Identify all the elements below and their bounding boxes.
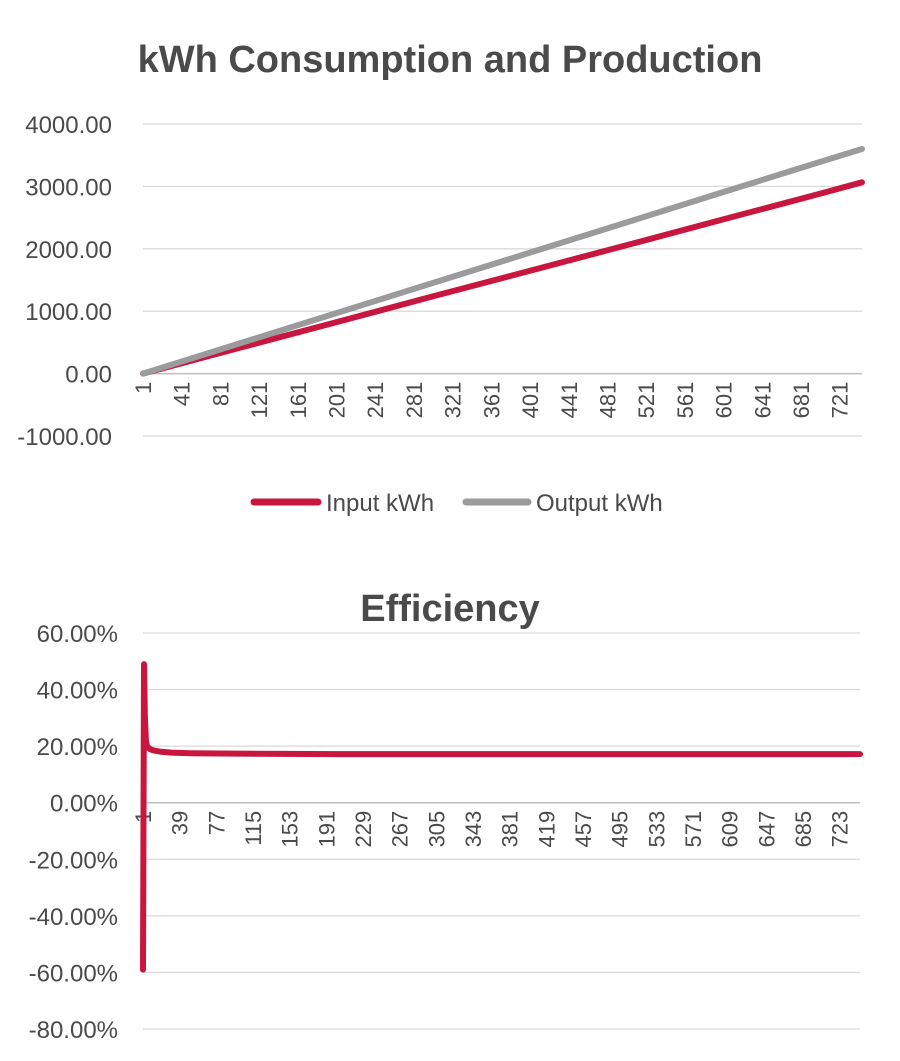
series-line-input-kwh <box>140 179 865 377</box>
x-tick-label: 161 <box>286 382 311 419</box>
x-tick-label: 647 <box>754 811 779 848</box>
x-tick-label: 533 <box>644 811 669 848</box>
x-tick-label: 241 <box>363 382 388 419</box>
legend-label-output-kwh: Output kWh <box>536 490 663 517</box>
legend-label-input-kwh: Input kWh <box>326 490 434 517</box>
x-tick-label: 723 <box>828 811 853 848</box>
x-tick-label: 457 <box>571 811 596 848</box>
x-tick-label: 609 <box>718 811 743 848</box>
x-tick-label: 121 <box>247 382 272 419</box>
x-tick-label: 419 <box>534 811 559 848</box>
consumption-production-chart: kWh Consumption and Production 4000.00 30… <box>17 39 865 517</box>
y-tick-label: -20.00% <box>29 847 118 874</box>
y-tick-label: -1000.00 <box>17 424 112 451</box>
x-tick-label: 641 <box>750 382 775 419</box>
x-tick-label: 361 <box>479 382 504 419</box>
x-tick-label: 305 <box>424 811 449 848</box>
x-tick-label: 441 <box>557 382 582 419</box>
series-lines <box>140 661 863 973</box>
x-tick-label: 41 <box>170 382 195 406</box>
efficiency-chart: Efficiency 60.00% 40.00% 20.00% 0.00% -20.00… <box>29 588 863 1044</box>
x-tick-label: 381 <box>498 811 523 848</box>
legend: Input kWh Output kWh <box>250 490 663 517</box>
x-tick-label: 685 <box>791 811 816 848</box>
y-tick-label: 0.00% <box>50 791 118 818</box>
y-tick-label: 0.00 <box>65 362 112 389</box>
y-tick-label: 2000.00 <box>25 237 112 264</box>
chart-title: Efficiency <box>360 588 540 630</box>
x-tick-label: 191 <box>314 811 339 848</box>
y-tick-label: 1000.00 <box>25 299 112 326</box>
y-tick-label: 40.00% <box>37 678 118 705</box>
x-axis-ticks: 1 39 77 115 153 191 229 267 305 343 381 419 457 495 53… <box>131 811 853 848</box>
x-tick-label: 601 <box>712 382 737 419</box>
x-tick-label: 1 <box>131 382 156 394</box>
x-tick-label: 721 <box>828 382 853 419</box>
y-tick-label: -80.00% <box>29 1017 118 1044</box>
x-tick-label: 495 <box>608 811 633 848</box>
y-tick-label: 60.00% <box>37 621 118 648</box>
x-tick-label: 115 <box>241 811 266 846</box>
y-tick-label: 20.00% <box>37 734 118 761</box>
x-tick-label: 39 <box>168 811 193 835</box>
series-lines <box>140 146 865 377</box>
x-tick-label: 81 <box>208 382 233 406</box>
x-tick-label: 281 <box>402 382 427 419</box>
x-axis-ticks: 1 41 81 121 161 201 241 281 321 361 401 441 481 521 56… <box>131 382 853 419</box>
y-tick-label: -40.00% <box>29 904 118 931</box>
x-tick-label: 571 <box>681 811 706 848</box>
x-tick-label: 267 <box>388 811 413 848</box>
series-line-output-kwh <box>140 146 865 377</box>
y-axis-ticks: 60.00% 40.00% 20.00% 0.00% -20.00% -40.00% -60… <box>29 621 118 1044</box>
chart-title: kWh Consumption and Production <box>138 39 763 81</box>
x-tick-label: 401 <box>518 382 543 419</box>
grid-lines <box>143 632 860 1030</box>
x-tick-label: 77 <box>204 811 229 835</box>
y-axis-ticks: 4000.00 3000.00 2000.00 1000.00 0.00 -1000.00 <box>17 112 112 451</box>
x-tick-label: 229 <box>351 811 376 848</box>
x-tick-label: 153 <box>278 811 303 848</box>
grid-lines <box>143 123 862 437</box>
y-tick-label: 3000.00 <box>25 174 112 201</box>
x-tick-label: 201 <box>325 382 350 419</box>
x-tick-label: 343 <box>461 811 486 848</box>
x-tick-label: 521 <box>634 382 659 419</box>
y-tick-label: -60.00% <box>29 960 118 987</box>
x-tick-label: 481 <box>595 382 620 419</box>
x-tick-label: 321 <box>441 382 466 419</box>
x-tick-label: 681 <box>789 382 814 419</box>
series-line-efficiency <box>140 661 863 973</box>
x-tick-label: 561 <box>673 382 698 419</box>
y-tick-label: 4000.00 <box>25 112 112 139</box>
